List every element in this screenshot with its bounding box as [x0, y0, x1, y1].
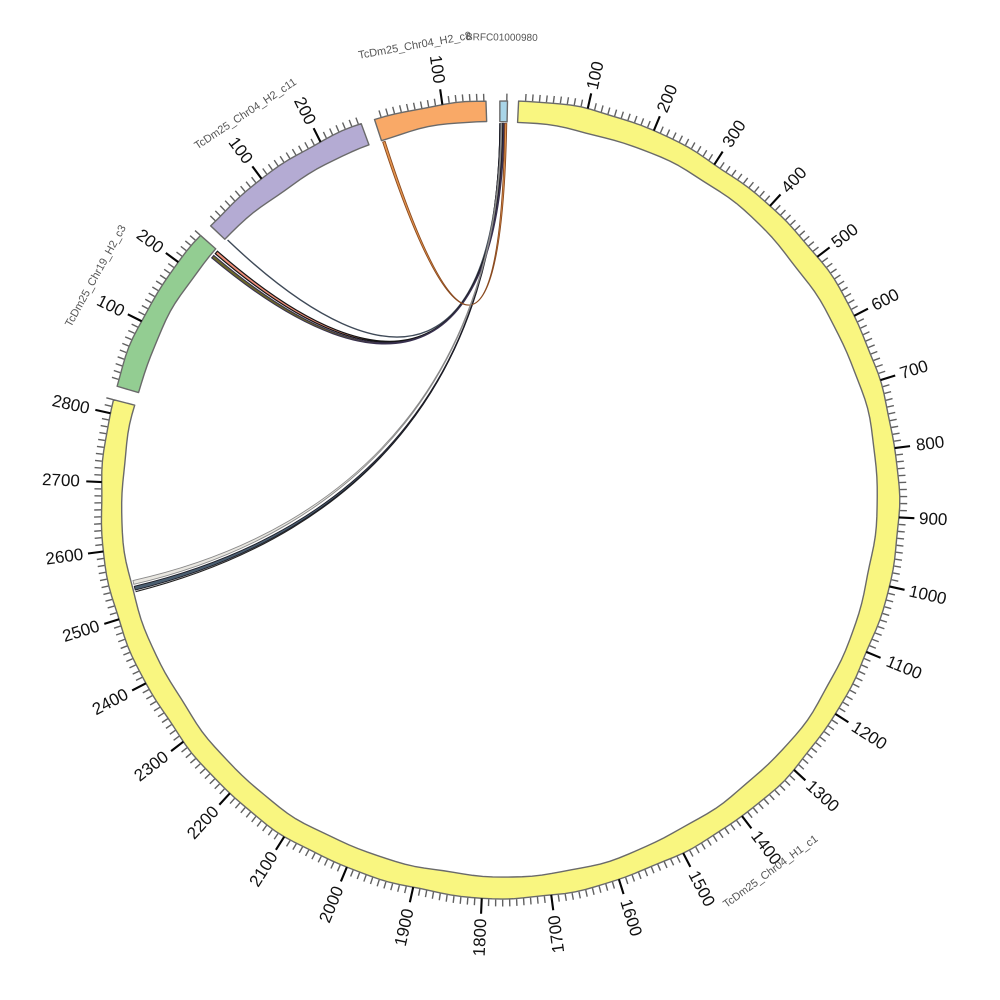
svg-text:1800: 1800: [470, 918, 491, 957]
svg-text:1700: 1700: [544, 914, 568, 954]
svg-text:900: 900: [919, 509, 948, 529]
svg-text:100: 100: [426, 54, 449, 85]
svg-text:BRFC01000980: BRFC01000980: [466, 32, 538, 44]
svg-text:2600: 2600: [44, 545, 84, 569]
svg-text:800: 800: [915, 432, 946, 454]
svg-text:2700: 2700: [42, 470, 81, 491]
